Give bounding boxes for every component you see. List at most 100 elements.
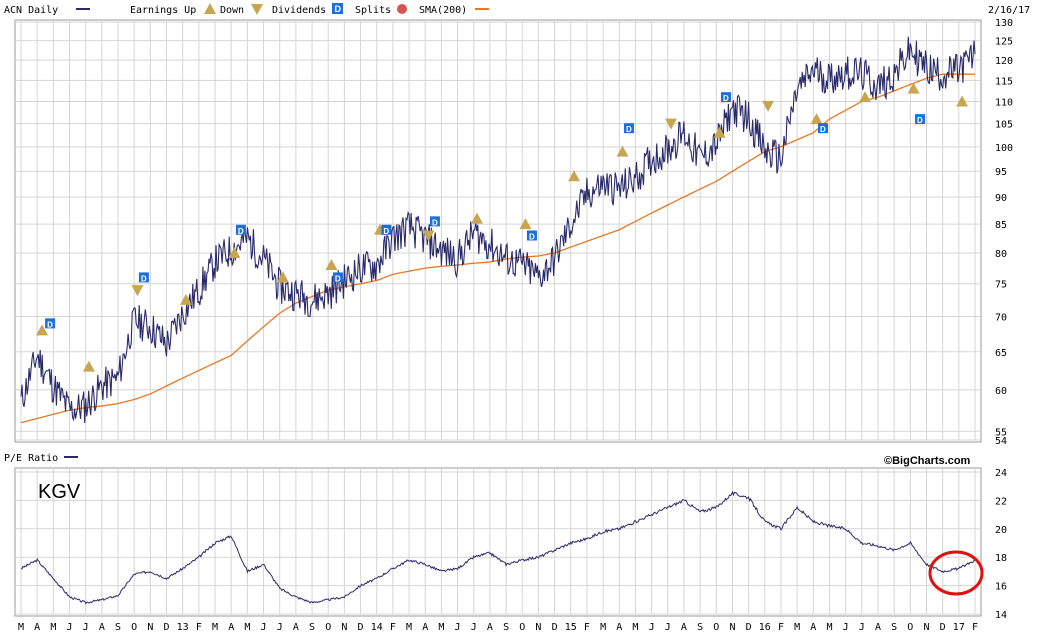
x-tick-label: J — [66, 622, 72, 633]
x-tick-label: M — [406, 622, 412, 633]
x-tick-label: J — [277, 622, 283, 633]
x-tick-label: N — [147, 622, 153, 633]
x-tick-label: O — [519, 622, 525, 633]
x-tick-label: D — [552, 622, 558, 633]
series-layer — [20, 36, 976, 605]
x-tick-label: J — [843, 622, 849, 633]
earnings-up-marker — [470, 212, 483, 224]
price-y-tick: 110 — [995, 97, 1013, 108]
x-tick-label: J — [471, 622, 477, 633]
x-tick-label: J — [859, 622, 865, 633]
pe-y-tick: 14 — [995, 610, 1007, 621]
price-y-tick: 125 — [995, 37, 1013, 48]
earnings-up-marker — [907, 82, 920, 94]
x-tick-label: J — [261, 622, 267, 633]
earnings-up-label: Earnings Up — [130, 5, 196, 16]
dividend-marker-letter: D — [432, 218, 438, 227]
x-tick-label: M — [600, 622, 606, 633]
dividend-marker — [235, 224, 246, 235]
dividend-marker — [45, 318, 56, 329]
pe-y-tick: 22 — [995, 496, 1007, 507]
earnings-up-marker — [616, 145, 629, 157]
x-tick-label: A — [34, 622, 40, 633]
dividend-marker — [381, 224, 392, 235]
bigcharts-credit: ©BigCharts.com — [884, 455, 971, 467]
pe-y-axis: 14 16 18 20 22 24 — [995, 468, 1007, 621]
x-tick-label: 15 — [565, 622, 577, 633]
x-tick-label: O — [131, 622, 137, 633]
earnings-up-marker — [713, 126, 726, 138]
price-y-tick: 70 — [995, 313, 1007, 324]
kgv-annotation: KGV — [38, 481, 81, 503]
x-tick-label: S — [697, 622, 703, 633]
dividend-marker — [720, 92, 731, 103]
price-y-tick: 115 — [995, 76, 1013, 87]
earnings-up-marker — [859, 91, 872, 103]
x-tick-label: M — [438, 622, 444, 633]
earnings-up-marker — [810, 113, 823, 125]
pe-title: P/E Ratio — [4, 453, 58, 464]
dividend-marker — [818, 123, 829, 134]
x-tick-label: D — [358, 622, 364, 633]
dividend-marker-letter: D — [626, 125, 632, 134]
price-panel — [14, 19, 982, 443]
x-tick-label: M — [632, 622, 638, 633]
x-tick-label: J — [455, 622, 461, 633]
dividend-legend-icon — [332, 3, 343, 14]
svg-text:D: D — [335, 4, 342, 14]
price-y-tick: 90 — [995, 193, 1007, 204]
x-tick-label: J — [649, 622, 655, 633]
x-tick-label: 14 — [371, 622, 383, 633]
earnings-up-marker — [36, 324, 49, 336]
earnings-up-marker — [82, 360, 95, 372]
x-tick-label: A — [422, 622, 428, 633]
x-tick-label: N — [729, 622, 735, 633]
earnings-up-marker — [228, 246, 241, 258]
x-tick-label: F — [390, 622, 396, 633]
x-tick-label: S — [309, 622, 315, 633]
date-label: 2/16/17 — [988, 5, 1030, 16]
pe-y-tick: 18 — [995, 553, 1007, 564]
x-tick-label: F — [196, 622, 202, 633]
price-y-tick: 130 — [995, 18, 1013, 29]
x-tick-label: A — [487, 622, 493, 633]
earnings-down-marker — [422, 230, 435, 242]
x-tick-label: A — [810, 622, 816, 633]
marker-layer: D D D D D D D D D D D — [36, 82, 969, 372]
price-y-tick: 54 — [995, 436, 1007, 447]
x-tick-label: O — [907, 622, 913, 633]
x-tick-label: M — [18, 622, 24, 633]
earnings-up-marker — [519, 218, 532, 230]
x-tick-label: A — [228, 622, 234, 633]
earnings-up-marker — [179, 293, 192, 305]
dividend-marker-letter: D — [383, 227, 389, 236]
split-legend-icon — [397, 4, 407, 14]
price-y-tick: 65 — [995, 348, 1007, 359]
x-tick-label: F — [778, 622, 784, 633]
x-tick-label: F — [584, 622, 590, 633]
x-tick-label: M — [794, 622, 800, 633]
x-tick-label: S — [891, 622, 897, 633]
x-tick-label: 17 — [953, 622, 965, 633]
price-y-tick: 85 — [995, 220, 1007, 231]
x-tick-label: A — [293, 622, 299, 633]
price-y-tick: 60 — [995, 386, 1007, 397]
dividend-marker — [526, 230, 537, 241]
x-tick-label: M — [244, 622, 250, 633]
pe-panel — [14, 467, 982, 617]
pe-y-tick: 16 — [995, 582, 1007, 593]
pe-y-tick: 20 — [995, 525, 1007, 536]
earnings-up-marker — [276, 271, 289, 283]
earnings-down-marker — [665, 118, 678, 130]
down-label: Down — [220, 5, 244, 16]
earnings-up-marker — [956, 95, 969, 107]
x-tick-label: O — [713, 622, 719, 633]
x-tick-label: M — [212, 622, 218, 633]
x-tick-label: J — [665, 622, 671, 633]
x-tick-label: O — [325, 622, 331, 633]
x-tick-label: A — [99, 622, 105, 633]
price-y-tick: 95 — [995, 167, 1007, 178]
x-tick-label: N — [535, 622, 541, 633]
